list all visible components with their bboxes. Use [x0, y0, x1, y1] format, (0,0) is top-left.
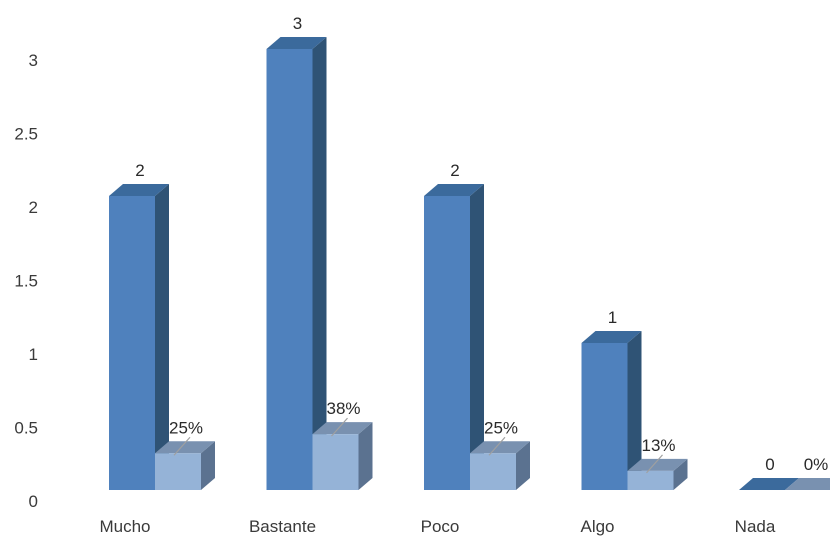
bar-side — [201, 441, 215, 490]
x-axis: Mucho Bastante Poco Algo Nada — [99, 517, 775, 536]
bar — [312, 422, 373, 490]
y-tick-label: 0.5 — [14, 419, 38, 438]
bar-top — [312, 422, 373, 435]
data-labels: 2 25% 3 38% 2 25% 1 13% 0 0% — [135, 14, 828, 474]
leader-line — [646, 454, 663, 474]
bar-top — [581, 331, 642, 343]
y-tick-label: 1.5 — [14, 272, 38, 291]
bar-front — [109, 196, 155, 490]
data-label: 38% — [326, 399, 360, 418]
bar-side — [358, 422, 373, 490]
data-label: 0% — [804, 455, 829, 474]
bar-side — [516, 441, 530, 490]
data-label: 2 — [135, 161, 144, 180]
bar-top — [109, 184, 169, 196]
leader-line — [173, 436, 191, 456]
bar-top — [739, 478, 799, 490]
bar-top — [424, 184, 484, 196]
bar-side — [155, 184, 169, 490]
bar-front — [266, 49, 313, 490]
y-tick-label: 3 — [29, 51, 38, 70]
bars — [109, 37, 830, 490]
bar — [785, 478, 830, 490]
bar-side — [673, 458, 688, 490]
data-label: 1 — [608, 308, 617, 327]
bar — [424, 184, 484, 490]
y-tick-label: 1 — [29, 345, 38, 364]
data-label: 13% — [641, 436, 675, 455]
data-label: 3 — [293, 14, 302, 33]
y-tick-label: 2 — [29, 198, 38, 217]
bar-front — [581, 343, 628, 490]
bar-top — [627, 458, 688, 471]
bar — [266, 37, 327, 490]
leader-line — [488, 436, 506, 456]
data-label: 2 — [450, 161, 459, 180]
category-label: Poco — [421, 517, 460, 536]
bar-top — [266, 37, 327, 49]
data-label: 25% — [484, 418, 518, 437]
category-label: Mucho — [99, 517, 150, 536]
bar — [470, 441, 530, 490]
bar — [581, 331, 642, 490]
bar — [627, 458, 688, 490]
bar — [155, 441, 215, 490]
category-label: Bastante — [249, 517, 316, 536]
bar-side — [627, 331, 642, 490]
category-label: Algo — [580, 517, 614, 536]
bar-front — [627, 470, 674, 490]
category-label: Nada — [735, 517, 776, 536]
y-tick-label: 2.5 — [14, 125, 38, 144]
y-axis: 0 0.5 1 1.5 2 2.5 3 — [14, 51, 38, 511]
bar-front — [312, 434, 359, 490]
bar-top — [470, 441, 530, 454]
bar-front — [470, 453, 516, 490]
data-label: 25% — [169, 418, 203, 437]
bar-front — [155, 453, 201, 490]
bar — [109, 184, 169, 490]
bar-top — [785, 478, 830, 490]
leader-line — [331, 417, 348, 437]
y-tick-label: 0 — [29, 492, 38, 511]
bar-side — [312, 37, 327, 490]
bar-top — [155, 441, 215, 454]
data-label: 0 — [765, 455, 774, 474]
bar-front — [424, 196, 470, 490]
bar-side — [470, 184, 484, 490]
bar — [739, 478, 799, 490]
